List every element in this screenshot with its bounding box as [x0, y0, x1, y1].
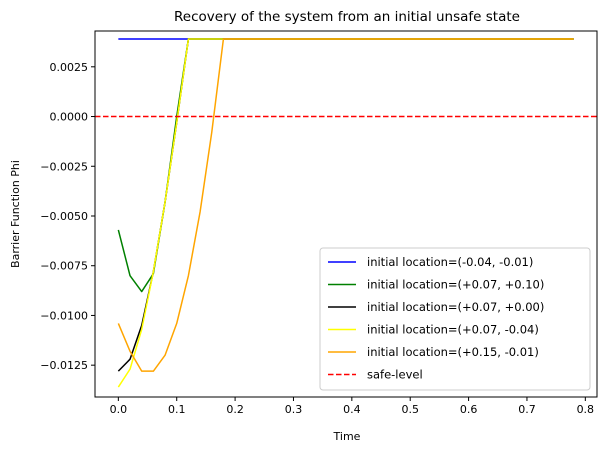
- x-tick-label: 0.8: [577, 403, 595, 416]
- series-line-5: [117, 38, 574, 372]
- y-tick-label: −0.0075: [40, 260, 88, 273]
- legend: initial location=(-0.04, -0.01) initial l…: [319, 247, 591, 391]
- x-tick-label: 0.7: [518, 403, 536, 416]
- y-tick-label: 0.0000: [50, 111, 89, 124]
- y-tick-label: −0.0025: [40, 160, 88, 173]
- y-axis-ticks: 0.0025 0.0000 −0.0025 −0.0050 −0.0075 −0.0100…: [40, 61, 95, 372]
- y-tick-label: −0.0125: [40, 359, 88, 372]
- x-tick-label: 0.2: [226, 403, 244, 416]
- y-axis-label: Barrier Function Phi: [9, 160, 22, 268]
- series-line-4: [117, 38, 574, 388]
- legend-label: initial location=(-0.04, -0.01): [367, 255, 533, 269]
- x-tick-label: 0.6: [460, 403, 478, 416]
- legend-box: [319, 247, 591, 391]
- y-tick-label: 0.0025: [50, 61, 89, 74]
- x-tick-label: 0.1: [168, 403, 186, 416]
- x-axis-label: Time: [333, 430, 361, 443]
- x-tick-label: 0.4: [343, 403, 361, 416]
- x-tick-label: 0.0: [110, 403, 128, 416]
- y-tick-label: −0.0100: [40, 309, 88, 322]
- x-tick-label: 0.5: [401, 403, 419, 416]
- y-tick-label: −0.0050: [40, 210, 88, 223]
- legend-label: initial location=(+0.15, -0.01): [367, 345, 539, 359]
- chart-title: Recovery of the system from an initial u…: [174, 9, 520, 25]
- legend-label: initial location=(+0.07, +0.10): [367, 278, 544, 292]
- plot-lines: [95, 38, 597, 388]
- legend-label: safe-level: [367, 368, 423, 382]
- legend-label: initial location=(+0.07, -0.04): [367, 323, 539, 337]
- plot-frame: [94, 30, 598, 398]
- legend-label: initial location=(+0.07, +0.00): [367, 300, 544, 314]
- x-axis-ticks: 0.0 0.1 0.2 0.3 0.4 0.5 0.6 0.7 0.8: [110, 397, 594, 416]
- x-tick-label: 0.3: [285, 403, 303, 416]
